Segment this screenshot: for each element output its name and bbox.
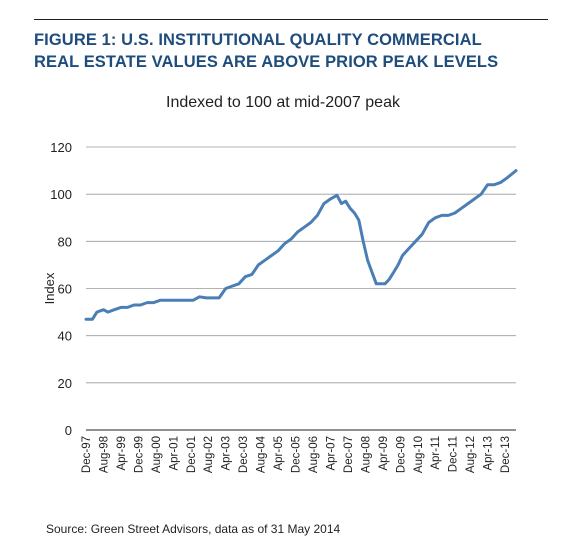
x-tick-label: Aug-08 (360, 436, 372, 473)
y-axis-title: Index (42, 272, 57, 304)
x-tick-label: Aug-12 (465, 436, 477, 473)
x-tick-label: Dec-99 (133, 436, 145, 473)
x-tick-label: Dec-97 (81, 436, 93, 473)
series-line (84, 169, 518, 321)
x-tick-label: Dec-09 (395, 436, 407, 473)
y-tick-label: 40 (58, 329, 72, 344)
figure-title: FIGURE 1: U.S. INSTITUTIONAL QUALITY COM… (34, 29, 554, 73)
x-tick-label: Aug-04 (256, 435, 268, 473)
chart-subtitle: Indexed to 100 at mid-2007 peak (166, 94, 400, 111)
y-tick-label: 20 (58, 376, 72, 391)
x-tick-label: Dec-01 (186, 436, 198, 473)
x-tick-label: Apr-13 (483, 436, 495, 471)
figure-title-line-1: FIGURE 1: U.S. INSTITUTIONAL QUALITY COM… (34, 31, 482, 49)
y-tick-label: 120 (50, 140, 72, 155)
x-tick-label: Dec-07 (343, 436, 355, 473)
y-tick-label: 0 (65, 423, 72, 438)
x-tick-label: Apr-03 (221, 436, 233, 471)
x-tick-label: Dec-11 (448, 436, 460, 472)
x-tick-label: Dec-13 (500, 436, 512, 473)
y-tick-label: 100 (50, 187, 72, 202)
x-tick-label: Apr-99 (116, 436, 128, 471)
x-tick-label: Dec-05 (291, 436, 303, 473)
top-rule (34, 19, 548, 20)
source-note: Source: Green Street Advisors, data as o… (46, 522, 341, 536)
x-tick-label: Dec-03 (238, 436, 250, 473)
x-tick-label: Aug-98 (98, 436, 110, 473)
x-tick-label: Aug-02 (203, 436, 215, 473)
x-tick-label: Apr-11 (430, 436, 442, 470)
x-tick-label: Aug-06 (308, 436, 320, 473)
x-tick-label: Apr-05 (273, 436, 285, 471)
y-tick-label: 60 (58, 282, 72, 297)
figure-title-line-2: REAL ESTATE VALUES ARE ABOVE PRIOR PEAK … (34, 53, 499, 71)
x-tick-label: Aug-10 (413, 436, 425, 473)
x-tick-label: Apr-01 (168, 436, 180, 471)
y-tick-label: 80 (58, 234, 72, 249)
x-tick-label: Apr-07 (325, 436, 337, 471)
x-tick-label: Apr-09 (378, 436, 390, 471)
x-tick-label: Aug-00 (151, 436, 163, 473)
